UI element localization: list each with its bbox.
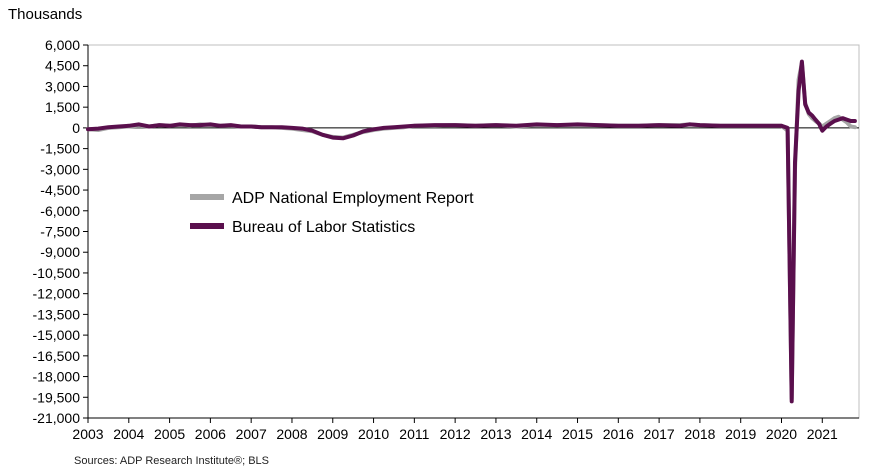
y-tick-label: 3,000 — [45, 78, 80, 94]
x-tick-label: 2012 — [440, 426, 471, 442]
x-tick-label: 2019 — [725, 426, 756, 442]
y-tick-label: -13,500 — [33, 306, 81, 322]
y-tick-label: -19,500 — [33, 389, 81, 405]
x-axis: 2003 2004 2005 2006 2007 2008 2009 2010 2011 2012… — [72, 127, 859, 442]
source-note: Sources: ADP Research Institute®; BLS — [74, 455, 269, 467]
x-tick-label: 2021 — [807, 426, 838, 442]
y-axis-unit-label: Thousands — [8, 6, 83, 23]
x-tick-label: 2004 — [113, 426, 144, 442]
y-tick-label: -9,000 — [40, 244, 80, 260]
y-tick-label: 4,500 — [45, 58, 80, 74]
legend-label-adp: ADP National Employment Report — [232, 190, 474, 207]
plot-frame — [87, 44, 860, 419]
x-tick-label: 2011 — [399, 426, 429, 442]
legend: ADP National Employment Report Bureau of … — [190, 190, 474, 236]
x-tick-label: 2018 — [684, 426, 715, 442]
y-tick-label: -18,000 — [33, 369, 81, 385]
series-lines — [86, 59, 857, 404]
y-tick-label: 0 — [72, 120, 80, 136]
y-tick-label: -1,500 — [40, 141, 80, 157]
y-tick-label: -6,000 — [40, 203, 80, 219]
y-tick-label: 1,500 — [45, 99, 80, 115]
y-axis: 6,000 4,500 3,000 1,500 0 -1,500 -3,000 -4,500 -… — [33, 37, 89, 426]
x-tick-label: 2020 — [766, 426, 797, 442]
series-line-adp — [86, 61, 857, 401]
y-tick-label: -3,000 — [40, 161, 80, 177]
legend-label-bls: Bureau of Labor Statistics — [232, 219, 415, 236]
y-tick-label: -12,000 — [33, 286, 81, 302]
x-tick-label: 2008 — [276, 426, 307, 442]
y-tick-label: -16,500 — [33, 348, 81, 364]
y-tick-label: -15,000 — [33, 327, 81, 343]
y-tick-label: -4,500 — [40, 182, 80, 198]
x-tick-label: 2016 — [603, 426, 634, 442]
y-tick-label: -7,500 — [40, 224, 80, 240]
x-tick-label: 2009 — [317, 426, 348, 442]
x-tick-label: 2017 — [644, 426, 675, 442]
x-tick-label: 2014 — [521, 426, 552, 442]
x-tick-label: 2010 — [358, 426, 389, 442]
x-tick-label: 2015 — [562, 426, 593, 442]
x-tick-label: 2006 — [195, 426, 226, 442]
y-tick-label: -21,000 — [33, 410, 81, 426]
y-tick-label: 6,000 — [45, 37, 80, 53]
x-tick-label: 2013 — [480, 426, 511, 442]
x-tick-label: 2005 — [154, 426, 185, 442]
x-tick-label: 2007 — [236, 426, 267, 442]
y-tick-label: -10,500 — [33, 265, 81, 281]
series-line-bls — [86, 59, 857, 404]
x-tick-label: 2003 — [72, 426, 103, 442]
